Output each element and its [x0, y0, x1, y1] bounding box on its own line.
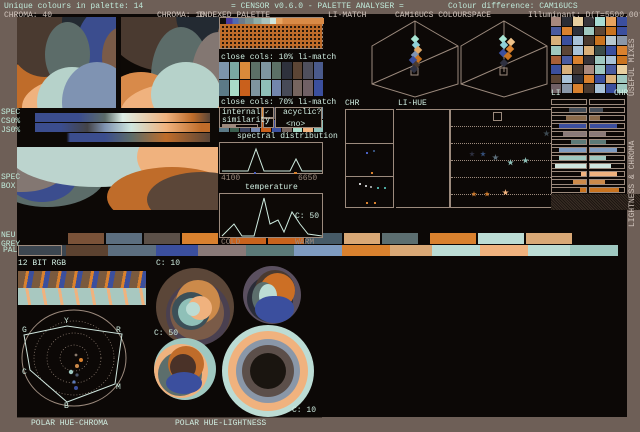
svg-text:B: B: [64, 402, 69, 408]
svg-text:C: C: [22, 368, 27, 377]
svg-text:M: M: [116, 383, 121, 392]
svg-text:R: R: [116, 326, 121, 335]
svg-text:G: G: [22, 326, 27, 335]
svg-text:Y: Y: [64, 317, 69, 326]
